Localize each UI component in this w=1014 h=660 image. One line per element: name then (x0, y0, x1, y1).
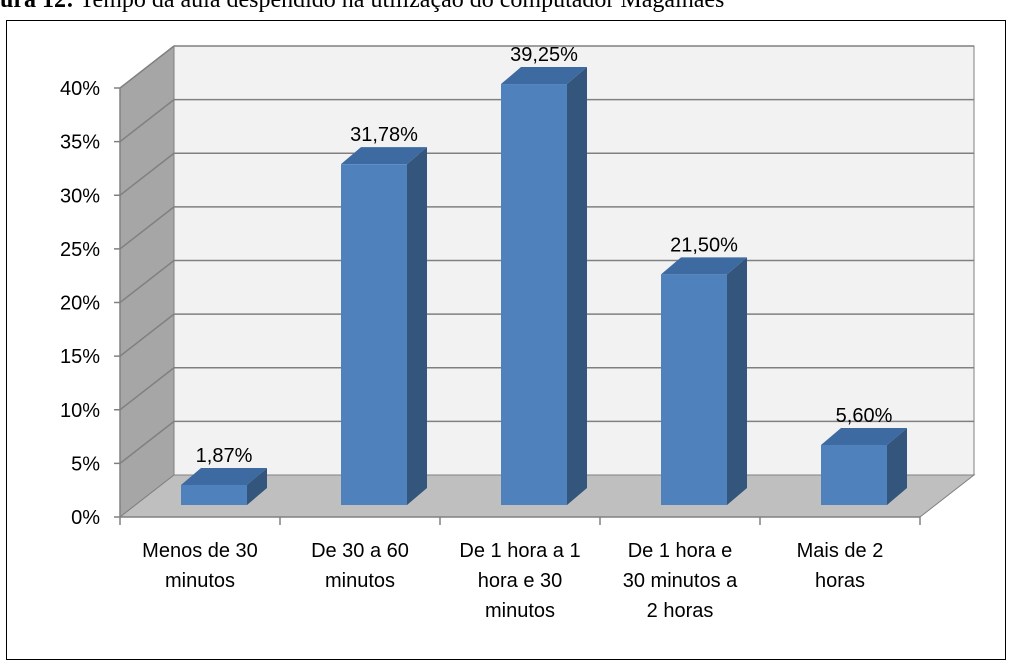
category-label-line: minutos (165, 570, 235, 592)
category-label: De 30 a 60 minutos (311, 540, 409, 592)
y-tick-label: 20% (60, 293, 100, 315)
bar-side (727, 257, 747, 505)
bar-front (661, 274, 727, 505)
bar (341, 147, 427, 506)
category-label-line: De 30 a 60 (311, 540, 409, 562)
axes: 0% 5% 10% 15% 20% 25% 30% 35% 40% Menos de 30 minu… (60, 78, 921, 622)
data-label: 5,60% (836, 405, 893, 427)
category-label-line: minutos (325, 570, 395, 592)
category-label-line: De 1 hora a 1 (459, 540, 580, 562)
category-label-line: 30 minutos a (623, 570, 738, 592)
data-labels: 1,87% 31,78% 39,25% 21,50% 5,60% (196, 44, 893, 467)
data-label: 39,25% (510, 44, 578, 66)
bar-top (501, 67, 587, 85)
y-tick-label: 0% (71, 507, 100, 529)
category-label-line: minutos (485, 600, 555, 622)
y-tick-label: 15% (60, 346, 100, 368)
bar (821, 427, 907, 505)
category-label: De 1 hora a 1 hora e 30 minutos (459, 540, 580, 622)
bar-top (661, 257, 747, 275)
caption-text: Tempo da aula despendido na utilização d… (74, 0, 725, 13)
y-tick-label: 35% (60, 132, 100, 154)
data-label: 31,78% (350, 124, 418, 146)
bar-top (821, 427, 907, 445)
bar-side (407, 147, 427, 506)
gridline-side (119, 313, 175, 357)
category-label-line: 2 horas (647, 600, 714, 622)
bar (501, 67, 587, 505)
category-label-line: Menos de 30 (142, 540, 258, 562)
caption-label: ura 12: (0, 0, 74, 13)
bar-front (181, 484, 247, 505)
category-label-line: hora e 30 (478, 570, 563, 592)
gridline-side (119, 152, 175, 196)
gridline-side (119, 99, 175, 143)
gridline-side (119, 367, 175, 411)
bars (181, 67, 907, 506)
gridline-side (119, 45, 175, 89)
category-label-line: De 1 hora e (628, 540, 733, 562)
y-tick-label: 10% (60, 400, 100, 422)
bar-chart: 0% 5% 10% 15% 20% 25% 30% 35% 40% Menos de 30 minu… (60, 44, 976, 622)
gridline-side (119, 420, 175, 464)
bar (181, 467, 267, 505)
bar-top (341, 147, 427, 165)
bar-side (247, 467, 267, 505)
y-tick-label: 25% (60, 239, 100, 261)
category-label: Menos de 30 minutos (142, 540, 258, 592)
figure-caption: ura 12: Tempo da aula despendido na util… (0, 0, 1014, 14)
bar-side (567, 67, 587, 505)
category-label: De 1 hora e 30 minutos a 2 horas (623, 540, 738, 622)
y-tick-label: 5% (71, 453, 100, 475)
gridline-side (119, 206, 175, 250)
gridline-side (119, 259, 175, 304)
y-tick-label: 30% (60, 185, 100, 207)
category-label: Mais de 2 horas (797, 540, 884, 592)
bar (661, 257, 747, 505)
category-label-line: horas (815, 570, 865, 592)
bar-front (501, 84, 567, 505)
bar-top (181, 467, 267, 485)
bar-front (341, 164, 407, 506)
category-label-line: Mais de 2 (797, 540, 884, 562)
bar-side (887, 427, 907, 505)
data-label: 21,50% (670, 234, 738, 256)
data-label: 1,87% (196, 445, 253, 467)
bar-front (821, 444, 887, 505)
y-tick-label: 40% (60, 78, 100, 100)
